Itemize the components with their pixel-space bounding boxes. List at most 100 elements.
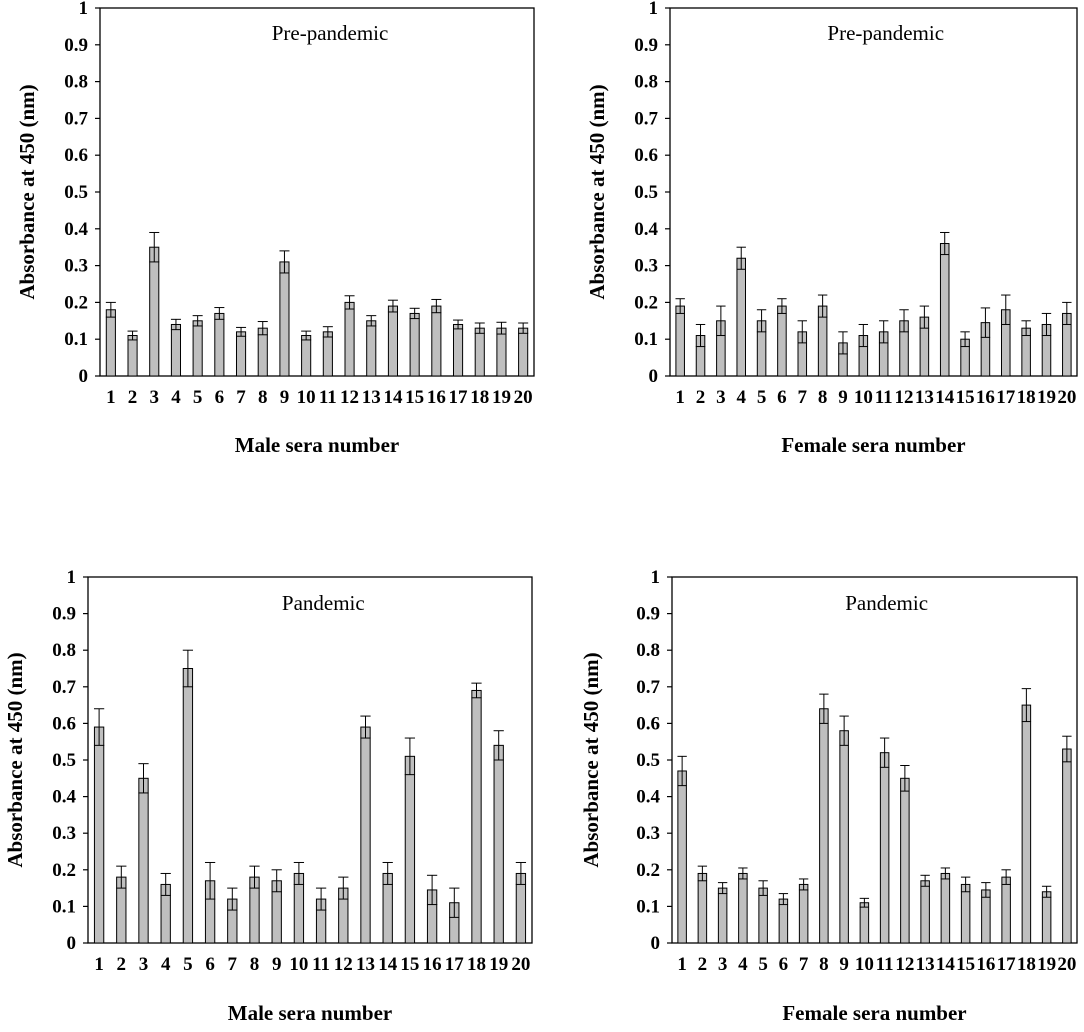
y-tick-label: 0.9 — [52, 604, 76, 625]
x-axis-label: Female sera number — [781, 433, 965, 457]
plot-area-frame — [99, 7, 535, 377]
bar-4 — [170, 323, 182, 377]
y-axis-label: Absorbance at 450 (nm) — [579, 652, 603, 867]
x-tick-label: 10 — [297, 387, 316, 408]
panel-title: Pre-pandemic — [272, 21, 389, 45]
bar-14 — [387, 305, 399, 377]
x-axis-label: Female sera number — [782, 1001, 966, 1025]
x-tick-label: 20 — [1057, 954, 1076, 975]
x-tick-label: 11 — [319, 387, 337, 408]
x-tick-label: 7 — [799, 954, 809, 975]
y-tick-label: 0.2 — [636, 860, 660, 881]
bar-7 — [798, 883, 809, 944]
y-tick-label: 0.9 — [636, 604, 660, 625]
x-tick-label: 12 — [895, 387, 914, 408]
bar-16 — [981, 889, 991, 944]
x-tick-label: 8 — [258, 387, 268, 408]
y-tick-label: 1 — [79, 0, 89, 19]
x-tick-label: 17 — [449, 387, 469, 408]
y-tick-label: 0.5 — [634, 182, 658, 203]
x-tick-label: 7 — [236, 387, 246, 408]
x-tick-label: 16 — [423, 954, 442, 975]
x-tick-label: 20 — [1057, 387, 1076, 408]
y-tick-label: 0.9 — [64, 35, 88, 56]
y-tick-label: 0.4 — [634, 219, 658, 240]
bar-17 — [1001, 876, 1011, 944]
x-tick-label: 18 — [470, 387, 489, 408]
bar-3 — [149, 246, 160, 377]
y-tick-label: 0.2 — [52, 860, 76, 881]
y-tick-label: 0.4 — [52, 787, 76, 808]
panel-title: Pandemic — [845, 591, 928, 615]
x-tick-label: 8 — [250, 954, 260, 975]
bar-1 — [677, 770, 687, 944]
y-tick-label: 0.8 — [64, 72, 88, 93]
y-tick-label: 0.8 — [636, 640, 660, 661]
chart-panel-female-pre-pandemic: 00.10.20.30.40.50.60.70.80.911 2 3 4 5 6 7 8 9 10… — [585, 0, 1078, 457]
bar-6 — [214, 312, 225, 377]
bar-5 — [192, 320, 203, 377]
y-tick-label: 0.7 — [636, 677, 660, 698]
plot-area-frame — [671, 576, 1078, 944]
x-tick-label: 11 — [312, 954, 330, 975]
bar-6 — [777, 305, 787, 377]
x-tick-label: 18 — [1017, 387, 1036, 408]
x-tick-label: 14 — [935, 387, 955, 408]
bar-19 — [1041, 891, 1052, 944]
y-axis-label: Absorbance at 450 (nm) — [15, 84, 39, 299]
x-tick-label: 14 — [936, 954, 956, 975]
x-tick-label: 18 — [1017, 954, 1036, 975]
x-axis-label: Male sera number — [228, 1001, 392, 1025]
y-tick-label: 0.3 — [52, 823, 76, 844]
y-tick-label: 0.1 — [64, 329, 88, 350]
x-tick-label: 5 — [183, 954, 193, 975]
y-tick-label: 0.7 — [64, 108, 88, 129]
x-tick-label: 4 — [736, 387, 746, 408]
x-tick-label: 4 — [738, 954, 748, 975]
x-tick-label: 4 — [171, 387, 181, 408]
x-tick-label: 14 — [378, 954, 398, 975]
bar-18 — [474, 327, 485, 377]
x-tick-label: 11 — [875, 387, 893, 408]
x-tick-label: 7 — [798, 387, 808, 408]
y-tick-label: 0.7 — [52, 677, 76, 698]
bar-5 — [758, 887, 768, 944]
bar-2 — [127, 335, 138, 377]
y-tick-label: 0.6 — [52, 713, 76, 734]
bar-8 — [257, 327, 268, 377]
y-tick-label: 1 — [67, 567, 77, 588]
x-tick-label: 7 — [228, 954, 238, 975]
y-tick-label: 0.6 — [64, 145, 88, 166]
bar-10 — [859, 902, 870, 944]
x-tick-label: 2 — [128, 387, 138, 408]
plot-area-frame — [669, 7, 1078, 377]
bar-10 — [301, 335, 312, 377]
y-tick-label: 0.3 — [634, 256, 658, 277]
y-tick-label: 0 — [651, 933, 661, 954]
y-tick-label: 0.3 — [636, 823, 660, 844]
x-tick-label: 10 — [854, 387, 873, 408]
x-tick-label: 16 — [427, 387, 446, 408]
bar-17 — [452, 323, 464, 377]
x-tick-label: 8 — [818, 387, 828, 408]
x-tick-label: 15 — [956, 954, 975, 975]
chart-panel-female-pandemic: 00.10.20.30.40.50.60.70.80.911 2 3 4 5 6 7 8 9 10… — [579, 567, 1078, 1025]
bar-7 — [235, 331, 247, 377]
x-tick-label: 18 — [467, 954, 486, 975]
y-tick-label: 0.4 — [64, 219, 88, 240]
x-tick-label: 1 — [677, 954, 687, 975]
x-tick-label: 12 — [895, 954, 914, 975]
y-tick-label: 0.5 — [52, 750, 76, 771]
bar-13 — [360, 726, 371, 944]
bar-15 — [960, 883, 971, 944]
x-tick-label: 13 — [916, 954, 935, 975]
y-tick-label: 0.2 — [64, 292, 88, 313]
x-tick-label: 15 — [956, 387, 975, 408]
x-tick-label: 13 — [356, 954, 375, 975]
x-tick-label: 11 — [876, 954, 894, 975]
x-tick-label: 13 — [915, 387, 934, 408]
chart-panel-male-pre-pandemic: 00.10.20.30.40.50.60.70.80.911 2 3 4 5 6 7 8 9 10… — [15, 0, 535, 457]
x-tick-label: 6 — [779, 954, 789, 975]
y-tick-label: 0 — [649, 366, 659, 387]
